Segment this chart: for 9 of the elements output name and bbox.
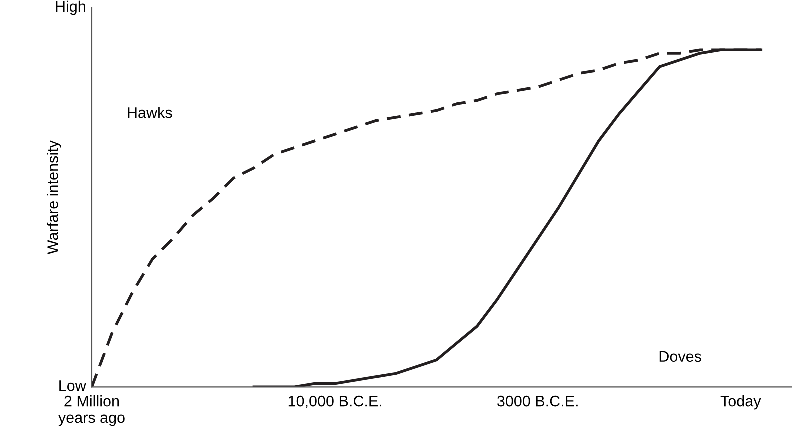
y-axis-title: Warfare intensity xyxy=(47,140,62,255)
x-tick-label: Today xyxy=(720,396,762,410)
text: High xyxy=(56,0,86,16)
annotation: Hawks xyxy=(128,107,172,118)
annotation: Doves xyxy=(660,351,702,362)
x-tick-label: 2 Million years ago xyxy=(58,396,125,426)
text: Low xyxy=(60,380,86,392)
x-tick-label: 3000 B.C.E. xyxy=(498,396,578,407)
x-tick-label: 10,000 B.C.E. xyxy=(288,396,382,409)
